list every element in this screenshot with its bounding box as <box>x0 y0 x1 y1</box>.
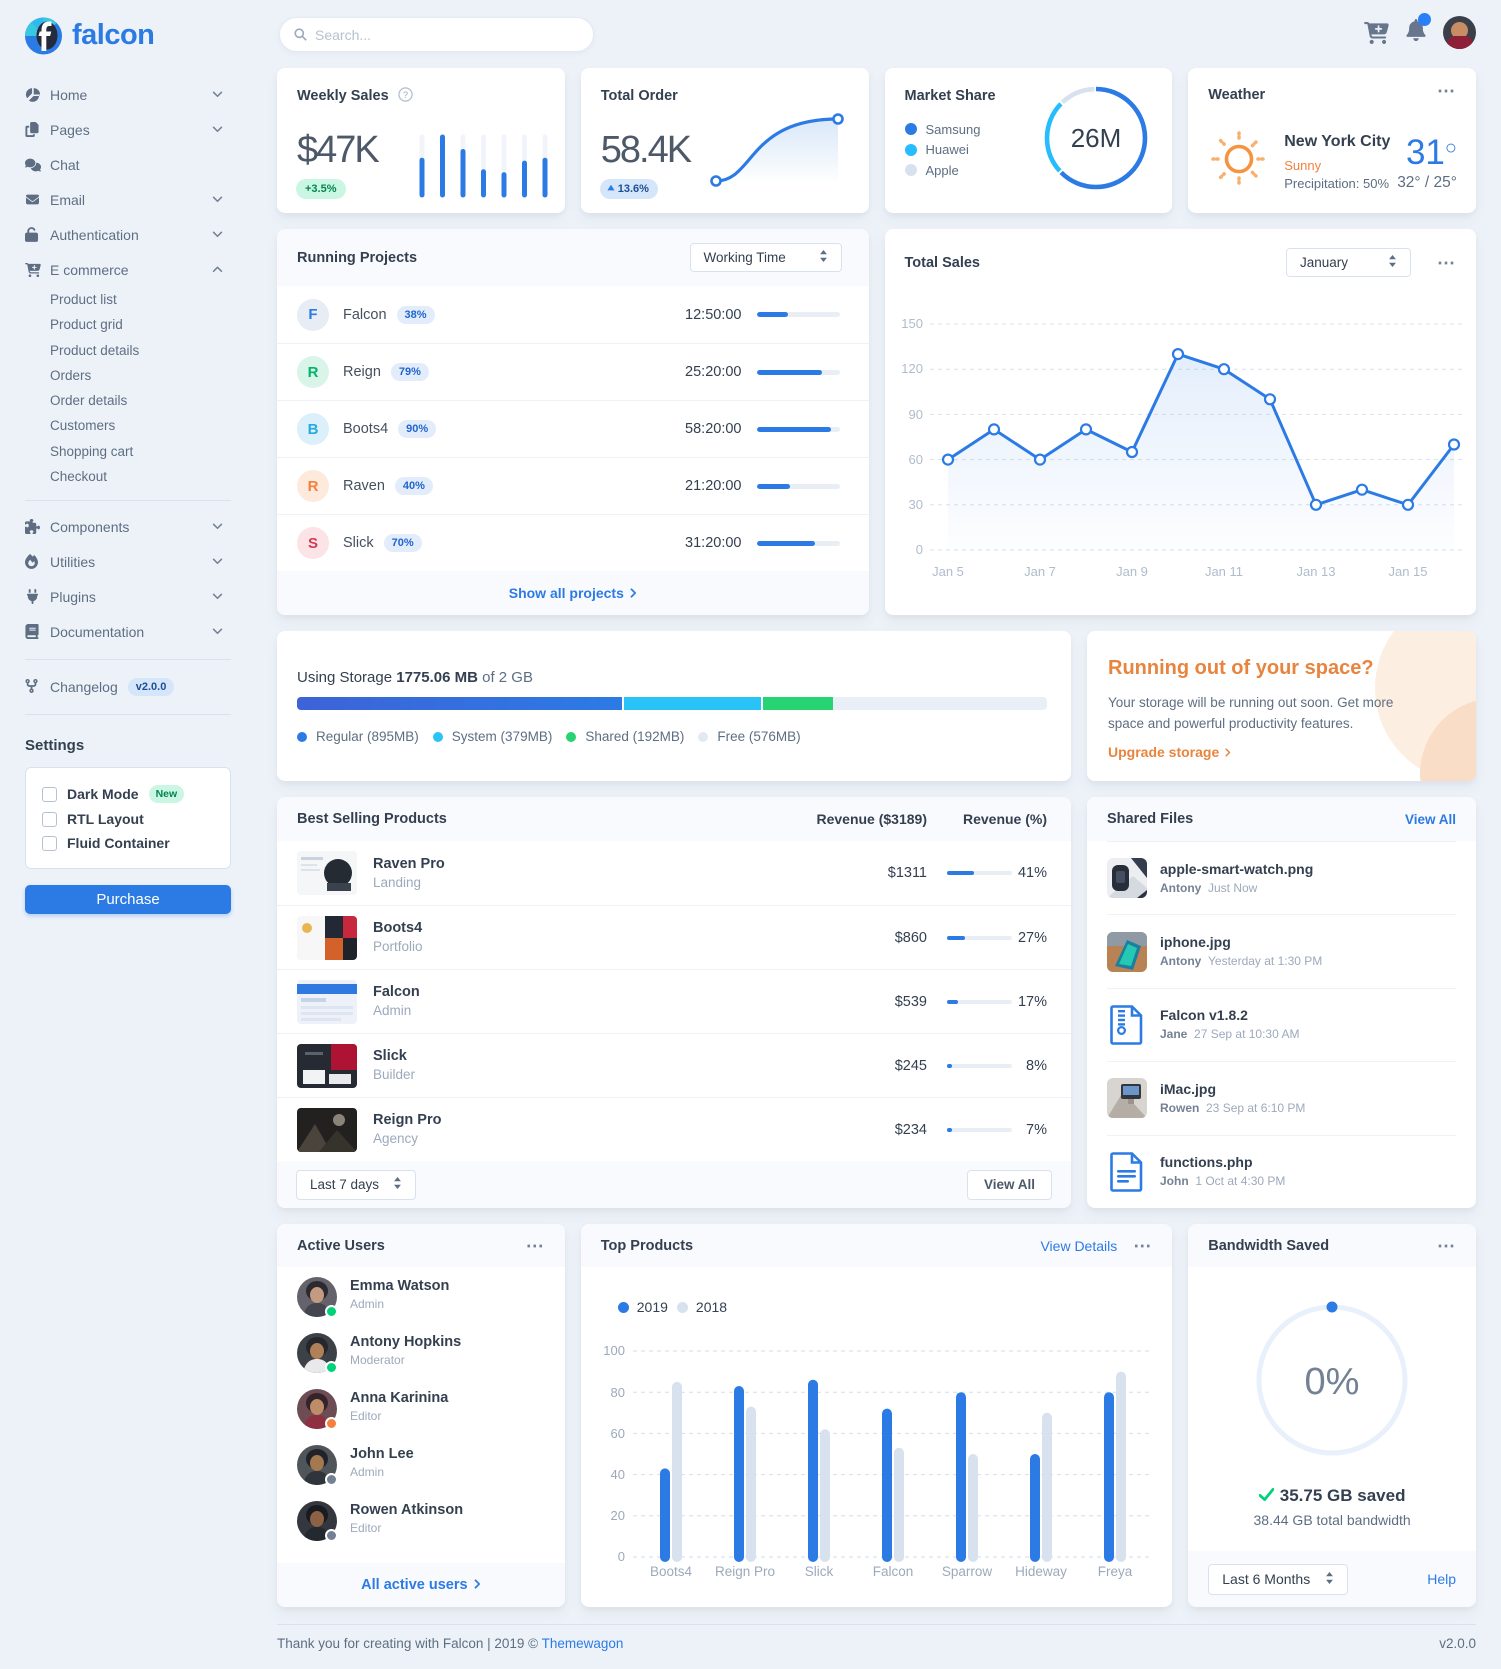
svg-text:Sparrow: Sparrow <box>942 1564 993 1579</box>
svg-text:Jan 11: Jan 11 <box>1204 564 1242 579</box>
svg-text:Boots4: Boots4 <box>650 1564 693 1579</box>
svg-text:30: 30 <box>908 497 922 512</box>
svg-text:40: 40 <box>610 1467 624 1482</box>
svg-text:Jan 5: Jan 5 <box>932 564 964 579</box>
svg-text:60: 60 <box>610 1426 624 1441</box>
svg-text:Jan 13: Jan 13 <box>1296 564 1335 579</box>
svg-text:Falcon: Falcon <box>872 1564 913 1579</box>
svg-text:Jan 7: Jan 7 <box>1024 564 1056 579</box>
svg-text:0%: 0% <box>1305 1361 1360 1403</box>
svg-text:Hideway: Hideway <box>1015 1564 1067 1579</box>
svg-text:60: 60 <box>908 452 922 467</box>
svg-text:Jan 15: Jan 15 <box>1388 564 1427 579</box>
svg-text:80: 80 <box>610 1385 624 1400</box>
svg-text:100: 100 <box>603 1343 625 1358</box>
svg-text:Reign Pro: Reign Pro <box>715 1564 775 1579</box>
svg-text:150: 150 <box>901 316 923 331</box>
svg-text:0: 0 <box>915 542 922 557</box>
svg-text:Freya: Freya <box>1097 1564 1132 1579</box>
svg-text:Jan 9: Jan 9 <box>1116 564 1148 579</box>
svg-text:120: 120 <box>901 361 923 376</box>
svg-text:Slick: Slick <box>804 1564 833 1579</box>
svg-text:20: 20 <box>610 1508 624 1523</box>
svg-text:0: 0 <box>618 1549 625 1564</box>
svg-text:?: ? <box>403 90 408 100</box>
svg-text:90: 90 <box>908 407 922 422</box>
svg-text:26M: 26M <box>1071 123 1122 153</box>
